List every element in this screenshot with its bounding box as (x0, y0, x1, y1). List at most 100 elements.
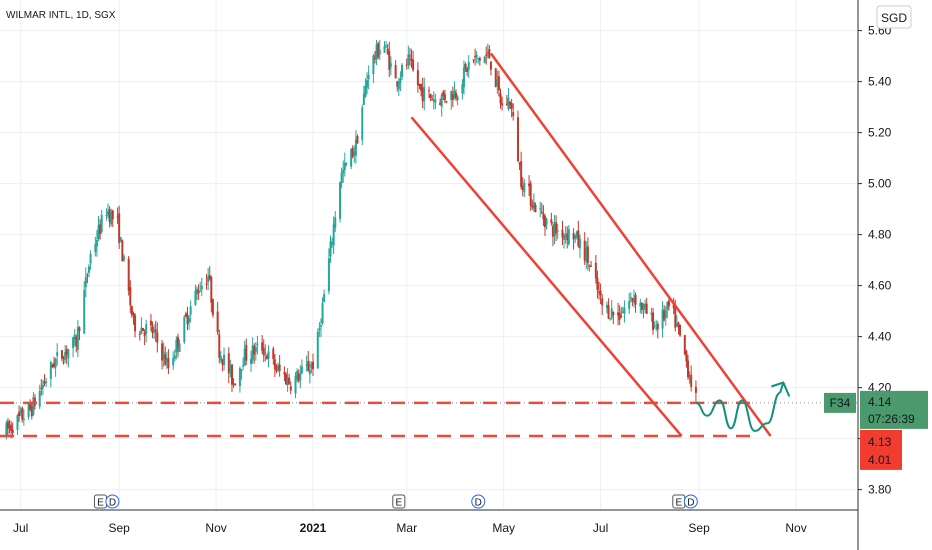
candle-body (242, 365, 245, 367)
projection-path (695, 391, 781, 432)
candle-body (238, 368, 241, 387)
candle-body (586, 246, 589, 263)
candle-body (377, 43, 380, 58)
candle-body (130, 306, 133, 316)
candle-body (428, 90, 430, 92)
candlestick-series (5, 39, 697, 440)
candle-body (134, 315, 137, 332)
candle-body (572, 232, 575, 240)
candle-body (40, 387, 43, 390)
earnings-marker[interactable]: E (672, 494, 686, 509)
candle-body (489, 61, 492, 70)
candle-body (8, 426, 11, 428)
candle-body (539, 208, 542, 210)
candle-body (10, 424, 13, 432)
candle-body (262, 347, 265, 356)
dividend-marker[interactable]: D (683, 494, 698, 509)
candle-body (675, 324, 678, 326)
candle-body (385, 45, 388, 47)
candle-body (407, 54, 410, 66)
candle-body (688, 377, 691, 379)
candle-body (429, 94, 432, 98)
candle-body (585, 247, 588, 262)
candle-body (254, 347, 257, 352)
candle-body (496, 79, 499, 86)
candle-body (84, 277, 87, 288)
candle-body (188, 318, 191, 323)
candle-body (521, 186, 524, 191)
level-1-label: 4.13 (868, 435, 892, 449)
candle-body (153, 331, 156, 333)
candle-body (540, 211, 543, 213)
candle-body (56, 352, 59, 357)
candle-body (408, 55, 411, 57)
candle-body (405, 64, 408, 66)
candle-body (353, 152, 356, 155)
candle-body (227, 353, 230, 374)
candle-body (76, 327, 79, 351)
y-tick-label: 5.00 (868, 177, 892, 191)
earnings-marker[interactable]: E (392, 494, 406, 509)
candle-body (420, 83, 423, 91)
candle-body (154, 329, 157, 332)
candle-body (396, 81, 399, 87)
currency-label: SGD (881, 11, 907, 25)
candle-body (362, 93, 365, 105)
candle-body (340, 172, 343, 183)
candle-body (652, 312, 655, 331)
dividend-marker-circle (471, 494, 486, 509)
candle-body (356, 136, 359, 144)
candle-body (316, 331, 319, 369)
candle-body (172, 358, 175, 366)
earnings-marker[interactable]: E (93, 494, 107, 509)
currency-button[interactable]: SGD (876, 5, 912, 29)
symbol-tag-label: F34 (830, 396, 851, 410)
candle-body (122, 256, 125, 261)
candle-body (205, 283, 208, 285)
x-tick-label: Sep (108, 521, 130, 535)
candle-body (439, 102, 442, 106)
candle-body (323, 293, 326, 303)
candle-body (574, 234, 577, 239)
candle-body (494, 68, 497, 87)
candle-body (666, 301, 669, 310)
candle-body (412, 60, 415, 71)
candle-body (22, 418, 25, 421)
candle-body (431, 98, 434, 101)
candle-body (211, 299, 214, 316)
candle-body (653, 325, 656, 327)
candle-body (64, 352, 67, 361)
x-tick-label: 2021 (300, 521, 327, 535)
candle-body (623, 307, 626, 314)
candle-body (272, 348, 275, 360)
candle-body (138, 333, 141, 335)
candle-body (78, 327, 81, 331)
candle-body (667, 300, 670, 307)
candle-body (19, 410, 22, 413)
channel-line (410, 116, 683, 437)
candle-body (38, 391, 41, 407)
candle-body (162, 352, 165, 359)
dividend-marker[interactable]: D (105, 494, 120, 509)
candle-body (467, 62, 470, 70)
candle-body (501, 103, 504, 106)
candle-body (75, 336, 78, 347)
candle-body (650, 312, 653, 315)
candle-body (400, 64, 403, 78)
candle-body (345, 162, 348, 164)
candle-body (434, 99, 437, 103)
symbol-legend[interactable]: WILMAR INTL, 1D, SGX (6, 10, 116, 21)
dividend-marker[interactable]: D (471, 494, 486, 509)
candle-body (310, 363, 313, 368)
candle-body (6, 421, 9, 429)
candle-body (474, 56, 477, 58)
candle-body (286, 377, 289, 386)
candle-body (512, 112, 515, 117)
candle-body (210, 277, 213, 303)
candle-body (510, 103, 513, 109)
dividend-marker-circle (105, 494, 120, 509)
last-price-label: 4.14 (868, 395, 892, 409)
candle-body (555, 222, 558, 234)
